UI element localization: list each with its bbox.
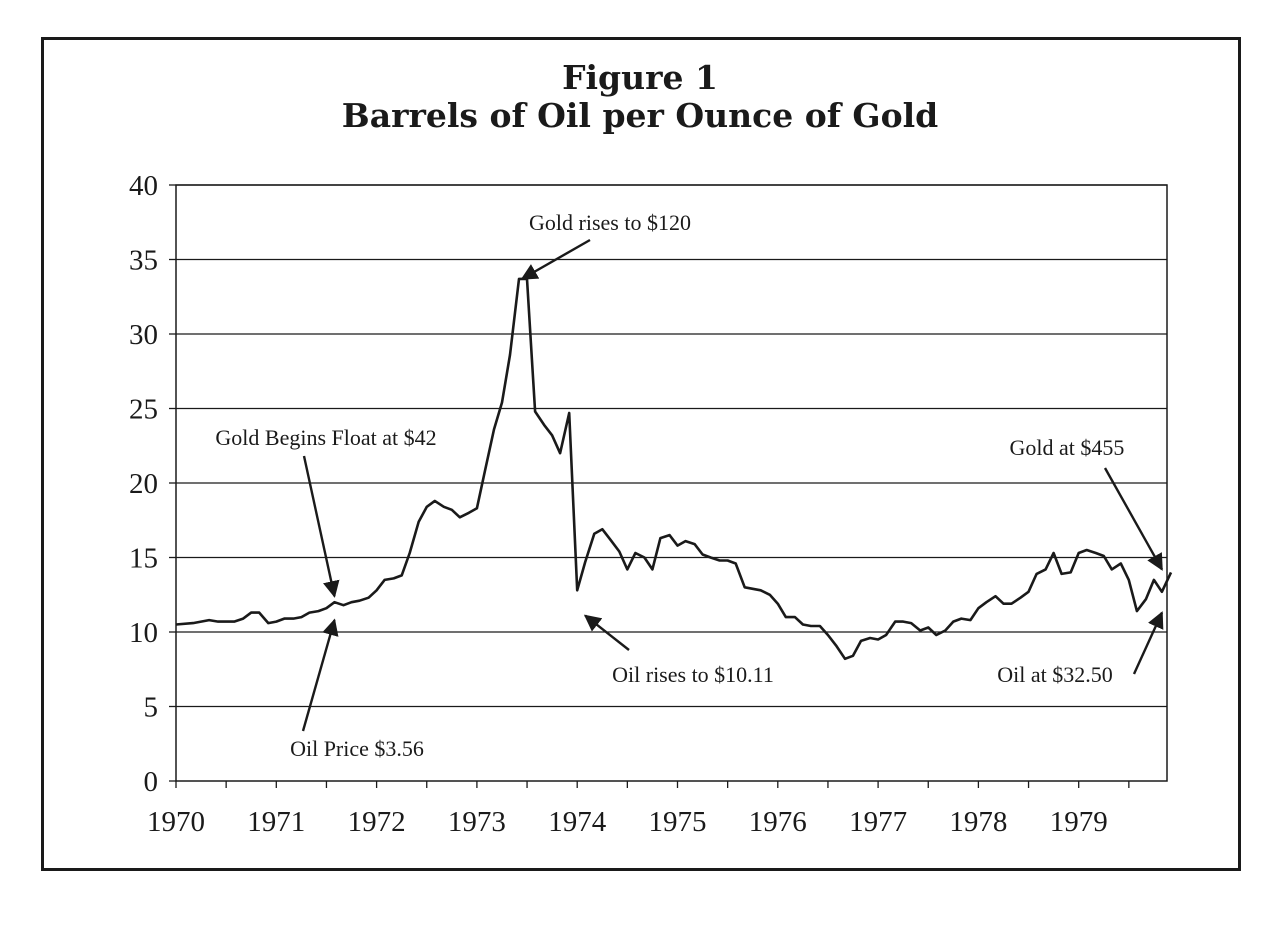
- annotation-gold-at-455-arrow: [1103, 467, 1163, 571]
- y-tick-label-10: 10: [129, 617, 158, 649]
- series-line-oil-per-gold: [175, 277, 1173, 661]
- y-tick-label-15: 15: [129, 543, 158, 575]
- annotation-gold-begins-float-text: Gold Begins Float at $42: [215, 425, 436, 450]
- x-tick-label-1976: 1976: [749, 806, 807, 838]
- x-tick-label-1975: 1975: [649, 806, 707, 838]
- x-tick-label-1972: 1972: [348, 806, 406, 838]
- annotation-oil-at-3250-arrow: [1132, 611, 1164, 675]
- annotation-oil-price-356-text: Oil Price $3.56: [290, 736, 424, 761]
- chart-title: Figure 1: [562, 58, 718, 97]
- y-tick-label-35: 35: [129, 245, 158, 277]
- annotation-gold-at-455-text: Gold at $455: [1010, 435, 1125, 460]
- annotation-gold-rises-120-text: Gold rises to $120: [529, 210, 691, 235]
- annotation-oil-price-356-arrow: [301, 618, 339, 732]
- chart-subtitle: Barrels of Oil per Ounce of Gold: [341, 96, 939, 135]
- x-tick-label-1979: 1979: [1050, 806, 1108, 838]
- chart-frame: [41, 37, 1241, 871]
- x-tick-label-1974: 1974: [548, 806, 607, 838]
- annotation-oil-at-3250-text: Oil at $32.50: [997, 662, 1113, 687]
- y-tick-label-0: 0: [144, 766, 159, 798]
- x-tick-label-1977: 1977: [849, 806, 907, 838]
- x-tick-label-1971: 1971: [247, 806, 305, 838]
- annotation-gold-begins-float-arrow: [302, 455, 340, 598]
- y-tick-label-5: 5: [144, 692, 159, 724]
- annotation-oil-rises-1011-arrow: [583, 614, 630, 651]
- x-tick-label-1970: 1970: [147, 806, 205, 838]
- annotation-oil-rises-1011-text: Oil rises to $10.11: [612, 662, 774, 687]
- y-tick-label-20: 20: [129, 468, 158, 500]
- x-tick-label-1973: 1973: [448, 806, 506, 838]
- y-tick-label-25: 25: [129, 394, 158, 426]
- annotation-gold-rises-120-arrow: [520, 238, 591, 280]
- y-tick-label-40: 40: [129, 170, 158, 202]
- y-tick-label-30: 30: [129, 319, 158, 351]
- x-tick-label-1978: 1978: [949, 806, 1007, 838]
